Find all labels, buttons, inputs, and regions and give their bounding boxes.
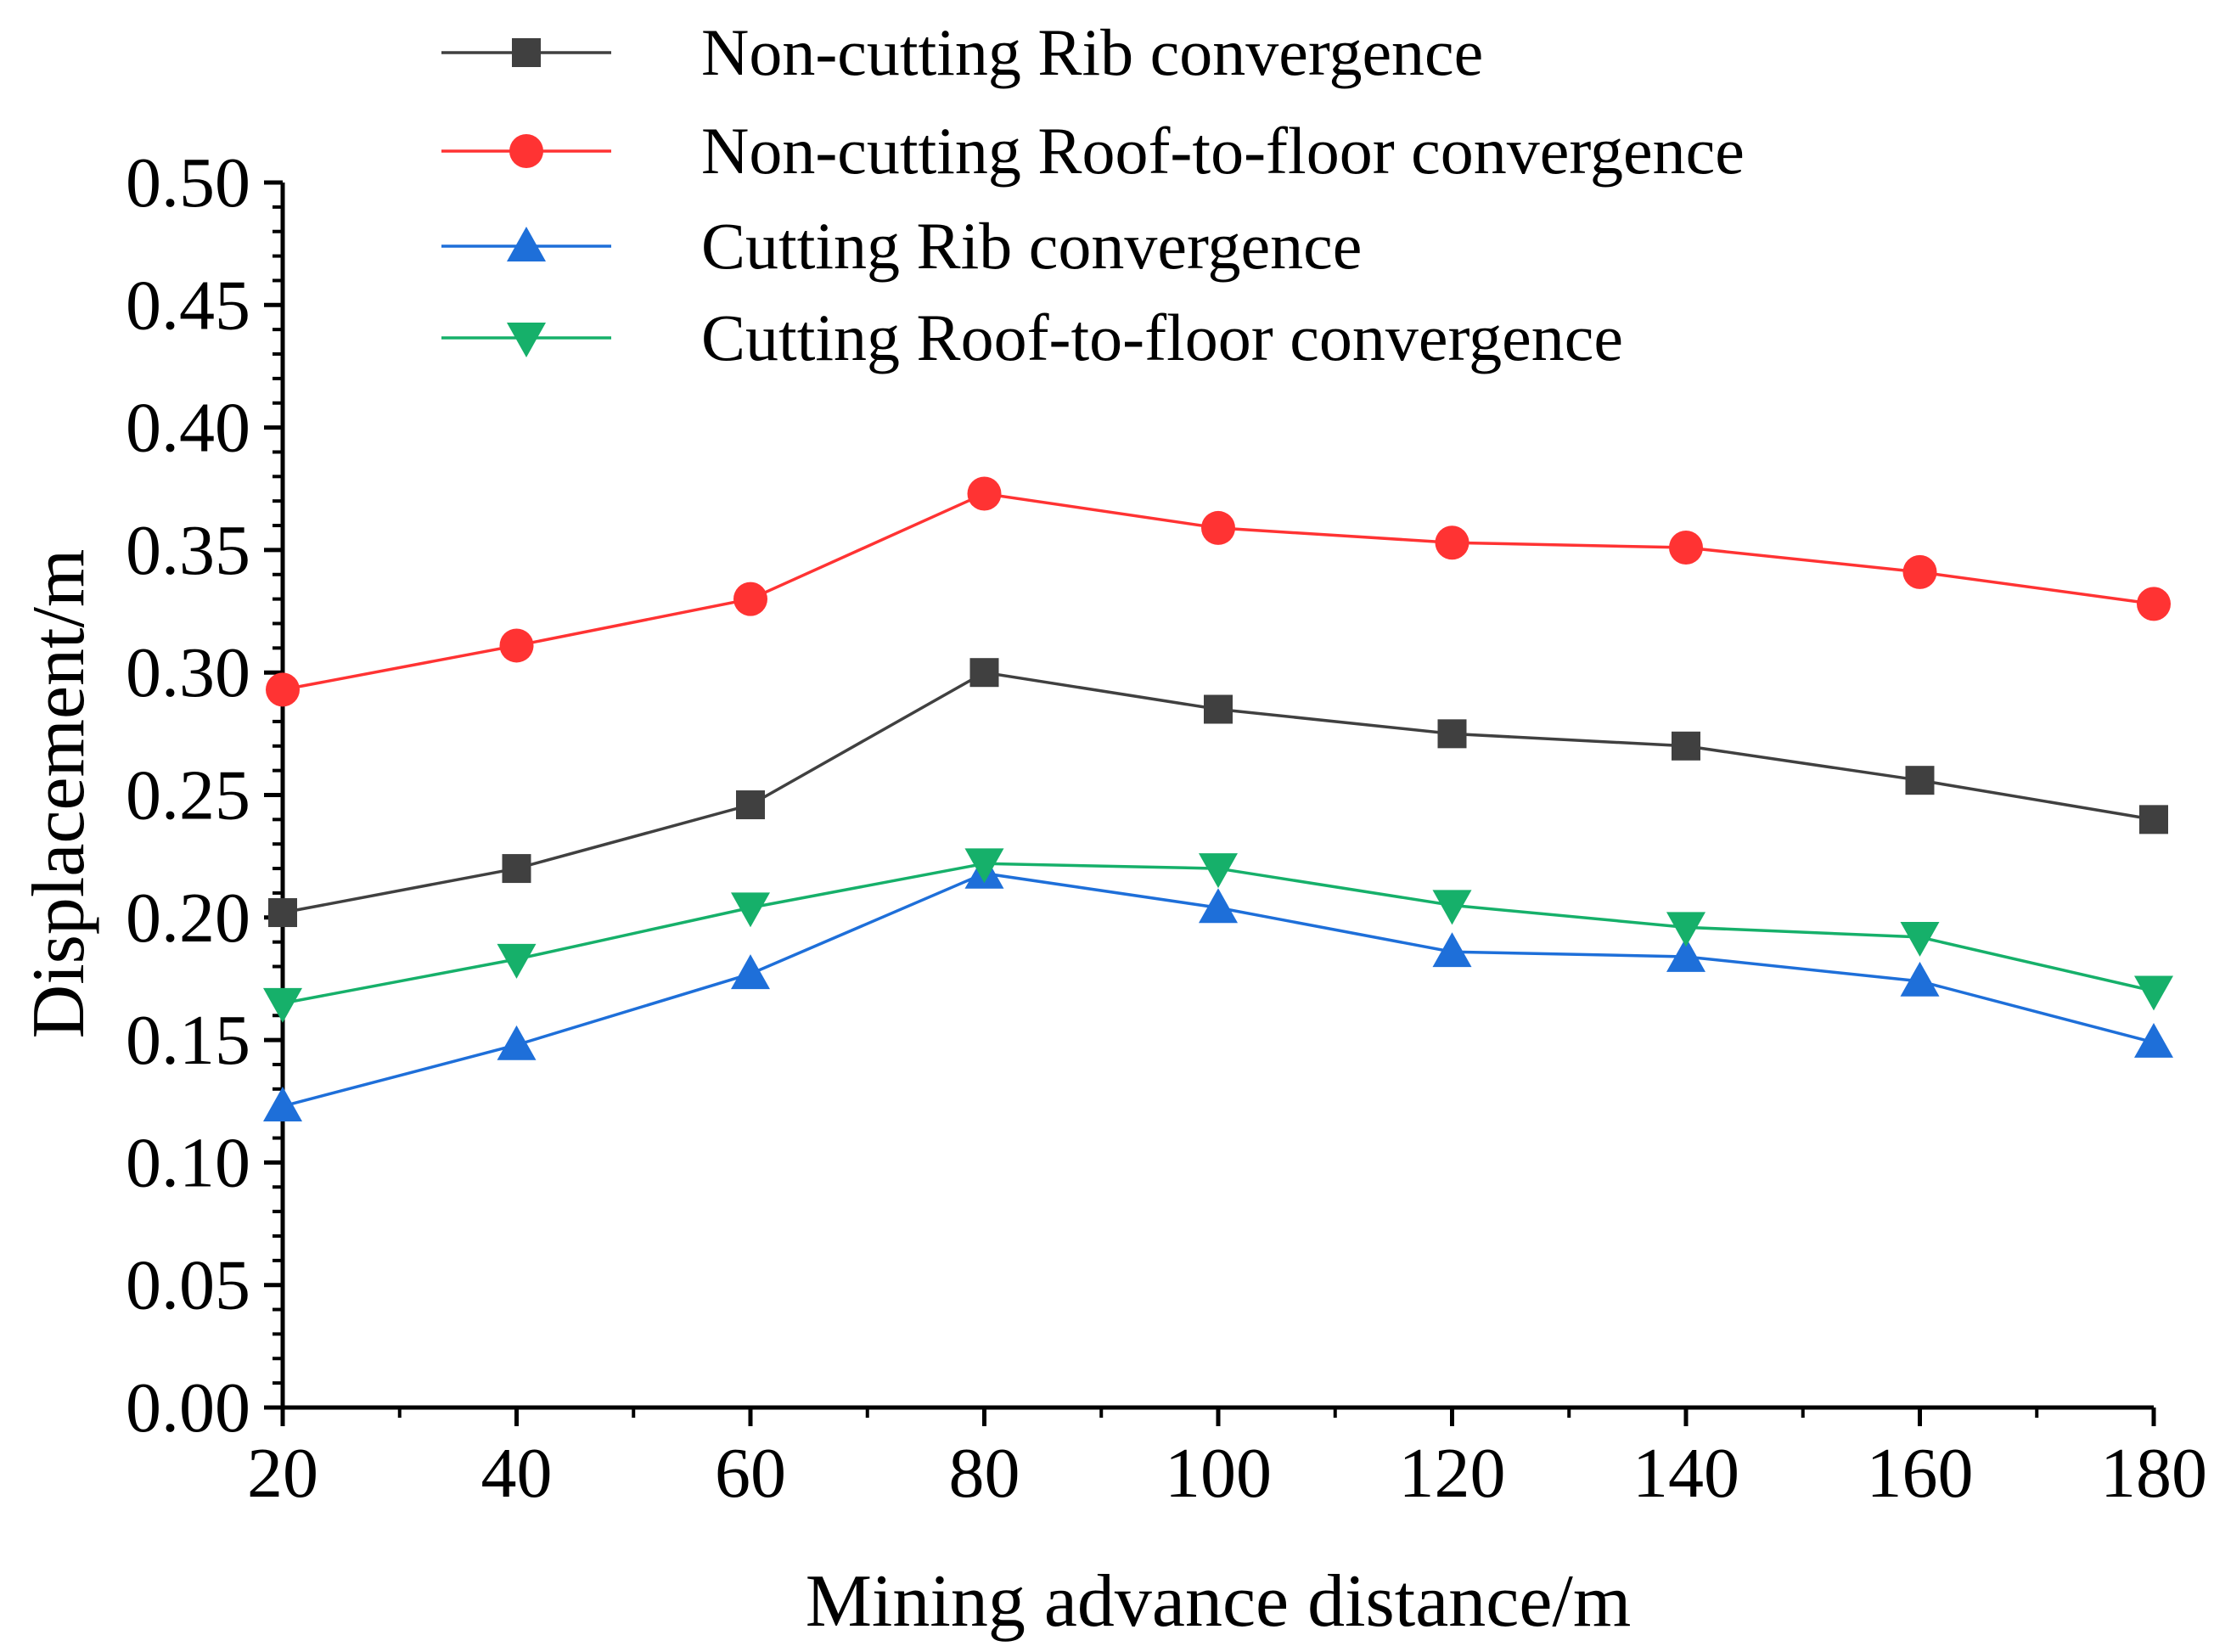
data-point: [964, 848, 1004, 884]
x-axis-title: Mining advance distance/m: [806, 1560, 1632, 1643]
legend-marker: [507, 227, 546, 261]
x-tick-label: 160: [1867, 1434, 1974, 1513]
data-point: [731, 954, 770, 990]
legend-label: Cutting Rib convergence: [701, 209, 1362, 283]
data-point: [2137, 587, 2171, 621]
legend-item-1: Non-cutting Rib convergence: [441, 15, 1483, 89]
series-1: [268, 658, 2168, 928]
data-point: [1900, 961, 1940, 997]
legend-label: Non-cutting Rib convergence: [701, 15, 1483, 89]
legend-item-3: Cutting Rib convergence: [441, 209, 1362, 283]
x-tick-label: 40: [481, 1434, 553, 1513]
data-point: [1669, 531, 1703, 565]
data-point: [2134, 975, 2173, 1011]
data-point: [266, 672, 300, 707]
x-tick-label: 80: [949, 1434, 1020, 1513]
x-tick-label: 100: [1165, 1434, 1272, 1513]
data-point: [1437, 719, 1467, 749]
y-tick-label: 0.40: [126, 389, 250, 468]
y-tick-label: 0.00: [126, 1368, 250, 1447]
data-point: [263, 1087, 302, 1121]
y-axis-title: Displacement/m: [18, 549, 100, 1039]
data-point: [969, 658, 999, 688]
y-tick-label: 0.45: [126, 266, 250, 345]
x-tick-label: 120: [1399, 1434, 1506, 1513]
y-tick-label: 0.10: [126, 1123, 250, 1202]
data-point: [1199, 853, 1238, 889]
legend-label: Non-cutting Roof-to-floor convergence: [701, 114, 1745, 188]
x-tick-label: 180: [2100, 1434, 2207, 1513]
legend-item-2: Non-cutting Roof-to-floor convergence: [441, 114, 1745, 188]
legend-label: Cutting Roof-to-floor convergence: [701, 301, 1623, 374]
data-point: [1666, 912, 1705, 947]
legend-item-4: Cutting Roof-to-floor convergence: [441, 301, 1623, 374]
series-2: [266, 476, 2171, 707]
x-tick-label: 60: [715, 1434, 786, 1513]
data-point: [497, 943, 537, 979]
data-point: [502, 854, 531, 884]
data-point: [1432, 932, 1472, 968]
data-point: [1204, 694, 1233, 724]
legend: Non-cutting Rib convergence Non-cutting R…: [441, 15, 1745, 374]
series-3: [263, 853, 2173, 1121]
data-point: [2139, 805, 2168, 834]
y-tick-label: 0.25: [126, 756, 250, 835]
data-point: [733, 582, 767, 616]
legend-marker: [507, 323, 546, 357]
x-tick-label: 20: [247, 1434, 318, 1513]
data-point: [1435, 525, 1469, 560]
data-point: [1199, 888, 1238, 924]
data-point: [1900, 921, 1940, 957]
data-point: [967, 476, 1002, 511]
data-point: [1666, 936, 1705, 972]
series-4: [263, 848, 2173, 1023]
data-point: [497, 1025, 537, 1060]
data-point: [1201, 510, 1235, 545]
data-point: [263, 987, 302, 1023]
legend-marker: [509, 134, 543, 168]
plot-series: [263, 476, 2173, 1121]
y-tick-label: 0.05: [126, 1246, 250, 1325]
data-point: [499, 628, 534, 663]
data-point: [2134, 1022, 2173, 1058]
data-point: [1432, 890, 1472, 925]
data-point: [1905, 766, 1935, 795]
y-tick-label: 0.35: [126, 511, 250, 590]
data-point: [1672, 731, 1700, 761]
y-tick-label: 0.20: [126, 879, 250, 958]
data-point: [1902, 554, 1937, 589]
y-tick-label: 0.50: [126, 143, 250, 222]
x-tick-label: 140: [1632, 1434, 1739, 1513]
legend-marker: [512, 38, 541, 67]
data-point: [268, 898, 297, 928]
axes: 0.00 0.05 0.10 0.15 0.20 0.25 0.30 0.35 0.40 0.45…: [126, 143, 2207, 1513]
data-point: [731, 892, 770, 928]
data-point: [736, 790, 765, 820]
y-tick-label: 0.15: [126, 1001, 250, 1080]
y-tick-label: 0.30: [126, 633, 250, 712]
